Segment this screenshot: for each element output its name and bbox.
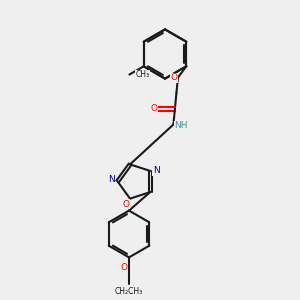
Text: O: O <box>121 263 128 272</box>
Text: N: N <box>153 167 160 176</box>
Text: CH₂CH₃: CH₂CH₃ <box>115 286 143 296</box>
Text: NH: NH <box>175 121 188 130</box>
Text: N: N <box>108 176 115 184</box>
Text: CH₃: CH₃ <box>135 70 149 79</box>
Text: O: O <box>123 200 130 208</box>
Text: O: O <box>170 73 177 82</box>
Text: O: O <box>150 104 157 113</box>
